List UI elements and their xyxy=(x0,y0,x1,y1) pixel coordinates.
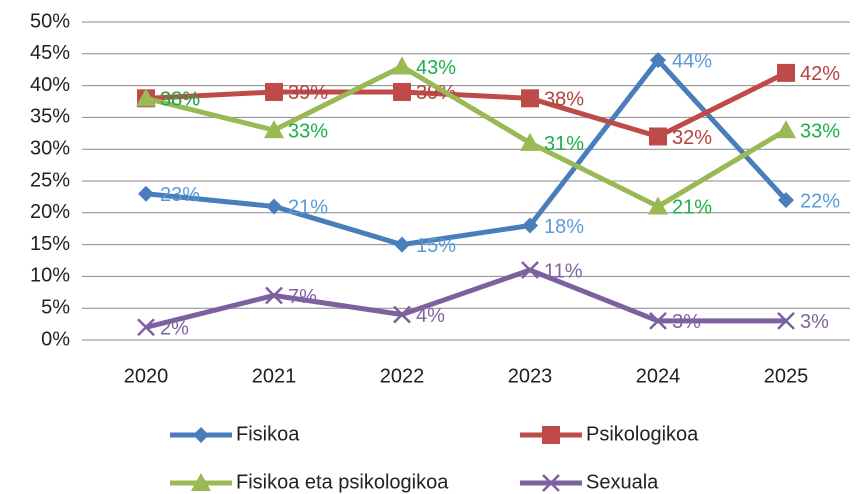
marker xyxy=(266,198,282,215)
value-label: 31% xyxy=(544,133,584,155)
y-tick-label: 15% xyxy=(30,233,70,255)
marker xyxy=(392,56,412,75)
marker xyxy=(649,127,667,146)
marker xyxy=(778,192,794,209)
marker xyxy=(777,312,795,330)
legend-label: Psikologikoa xyxy=(586,423,699,445)
y-tick-label: 10% xyxy=(30,265,70,287)
marker xyxy=(522,217,538,234)
value-label: 39% xyxy=(416,82,456,104)
marker xyxy=(542,426,560,444)
marker xyxy=(777,63,795,82)
marker xyxy=(520,132,540,151)
marker xyxy=(650,52,666,69)
marker xyxy=(393,82,411,101)
marker xyxy=(521,89,539,108)
value-label: 4% xyxy=(416,305,445,327)
legend-label: Sexuala xyxy=(586,471,659,493)
value-label: 33% xyxy=(288,120,328,142)
value-label: 7% xyxy=(288,286,317,308)
marker xyxy=(542,474,560,492)
y-tick-label: 5% xyxy=(41,296,70,318)
value-label: 21% xyxy=(288,197,328,219)
series-line xyxy=(145,70,788,139)
value-label: 39% xyxy=(288,82,328,104)
value-label: 38% xyxy=(160,89,200,111)
value-label: 22% xyxy=(800,190,840,212)
marker xyxy=(521,261,539,279)
marker xyxy=(776,120,796,139)
value-label: 42% xyxy=(800,63,840,85)
x-tick-label: 2024 xyxy=(636,365,681,387)
value-label: 15% xyxy=(416,235,456,257)
series-line xyxy=(145,57,788,248)
value-label: 18% xyxy=(544,216,584,238)
x-tick-label: 2021 xyxy=(252,365,297,387)
y-tick-label: 20% xyxy=(30,201,70,223)
legend-label: Fisikoa xyxy=(236,423,300,445)
x-tick-label: 2020 xyxy=(124,365,169,387)
value-label: 43% xyxy=(416,57,456,79)
value-label: 38% xyxy=(544,89,584,111)
marker xyxy=(393,305,411,324)
legend-label: Fisikoa eta psikologikoa xyxy=(236,471,449,493)
x-tick-label: 2023 xyxy=(508,365,553,387)
y-tick-label: 45% xyxy=(30,42,70,64)
value-label: 3% xyxy=(672,311,701,333)
value-label: 3% xyxy=(800,311,829,333)
marker xyxy=(138,185,154,202)
y-tick-label: 50% xyxy=(30,10,70,32)
series-line xyxy=(145,267,786,330)
marker xyxy=(265,82,283,101)
marker xyxy=(394,236,410,253)
x-tick-label: 2025 xyxy=(764,365,809,387)
y-tick-label: 35% xyxy=(30,106,70,128)
y-tick-label: 40% xyxy=(30,74,70,96)
marker xyxy=(648,196,668,215)
marker xyxy=(193,427,209,443)
marker xyxy=(264,120,284,139)
value-label: 44% xyxy=(672,50,712,72)
marker xyxy=(265,286,283,305)
y-tick-label: 0% xyxy=(41,328,70,350)
value-label: 2% xyxy=(160,318,189,340)
value-label: 32% xyxy=(672,127,712,149)
value-label: 33% xyxy=(800,120,840,142)
marker xyxy=(137,318,155,337)
value-label: 11% xyxy=(544,260,583,282)
y-tick-label: 25% xyxy=(30,169,70,191)
marker xyxy=(191,473,211,491)
series-line xyxy=(145,64,788,209)
marker xyxy=(649,312,667,330)
marker xyxy=(136,88,156,107)
value-label: 21% xyxy=(672,197,712,219)
x-tick-label: 2022 xyxy=(380,365,425,387)
value-label: 23% xyxy=(160,184,200,206)
y-tick-label: 30% xyxy=(30,137,70,159)
